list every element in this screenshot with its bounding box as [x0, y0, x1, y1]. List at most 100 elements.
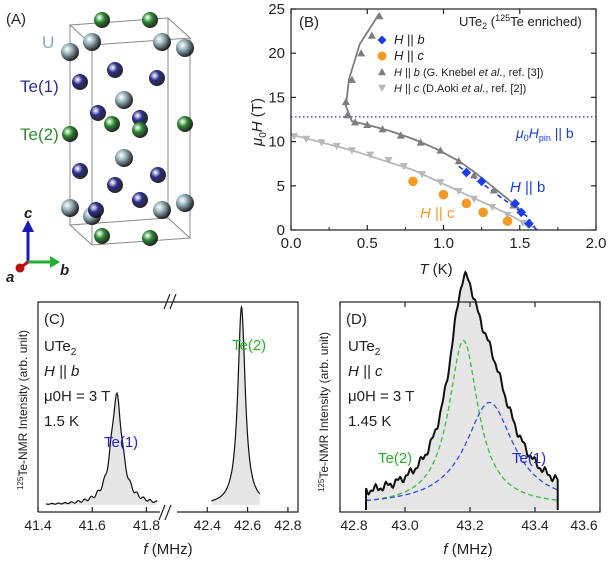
c-x-axis-label: f (MHz) — [143, 541, 192, 558]
atom-te1-11 — [107, 62, 123, 78]
b-point-s2-6 — [351, 118, 360, 126]
b-point-s1-0 — [408, 176, 418, 187]
c-spectrum-te2-fill — [211, 307, 260, 505]
panel-d: (D) UTe2 H || c μ0H = 3 T 1.45 K Te(2) T… — [317, 270, 601, 558]
d-fit-te2 — [365, 339, 558, 502]
panel-c: (C) UTe2 H || b μ0H = 3 T 1.5 K Te(1) Te… — [16, 293, 302, 558]
phase-diagram-ticks: 0.0 0.5 1.0 1.5 2.0 0 5 10 15 20 25 — [268, 1, 606, 252]
b-point-s3-7 — [399, 163, 408, 171]
atom-te2-24 — [132, 122, 148, 138]
b-legend-label-3: H || c (D.Aoki et al., ref. [2]) — [394, 83, 526, 95]
atom-u-6 — [61, 199, 79, 217]
b-point-s2-0 — [375, 12, 384, 20]
c-info-sample: UTe2 — [44, 338, 77, 358]
b-x-axis-label: T (K) — [419, 261, 452, 278]
b-ytick-label-1: 5 — [277, 178, 285, 195]
svg-text:μ0H (T): μ0H (T) — [249, 98, 269, 147]
phase-boundary-b — [344, 12, 524, 213]
b-xtick-label-1: 0.5 — [357, 235, 378, 252]
b-ytick-label-2: 10 — [268, 134, 285, 151]
b-point-s3-9 — [436, 179, 445, 187]
d-x-axis-label: f (MHz) — [443, 541, 492, 558]
axis-triad: c a b — [6, 205, 69, 286]
panel-a-label: (A) — [6, 11, 26, 28]
c-info-field-dir: H || b — [44, 363, 79, 380]
b-legend-marker-3 — [378, 84, 386, 92]
b-xtick-label-3: 1.5 — [509, 235, 530, 252]
b-legend-marker-0 — [377, 35, 387, 45]
atom-te2-21 — [142, 12, 158, 28]
axis-a-label: a — [6, 269, 14, 286]
panel-a: (A) U Te(1) Te(2) c a b — [6, 11, 194, 286]
c-spectrum-te2-line — [211, 305, 261, 502]
c-xtick-right-0: 42.4 — [194, 517, 221, 533]
b-point-s2-8 — [378, 125, 387, 133]
d-info-field-dir: H || c — [348, 363, 383, 380]
d-info-sample: UTe2 — [348, 338, 381, 358]
b-point-s2-11 — [436, 146, 445, 154]
panel-b-title: UTe2 (125Te enriched) — [459, 13, 582, 31]
d-xtick-3: 43.4 — [521, 517, 548, 533]
c-y-axis-label: 125Te-NMR Intensity (arb. unit) — [16, 330, 30, 490]
atom-te1-10 — [72, 74, 88, 90]
b-legend-marker-2 — [378, 68, 386, 76]
b-point-s0-1 — [476, 176, 487, 187]
atom-te1-19 — [132, 192, 148, 208]
c-xtick-right-2: 42.8 — [274, 517, 301, 533]
atom-te1-15 — [72, 163, 88, 179]
b-point-s3-10 — [454, 187, 463, 196]
b-ytick-label-0: 0 — [277, 222, 285, 239]
atom-u-9 — [176, 194, 194, 212]
b-point-s0-0 — [461, 167, 472, 178]
b-point-s3-11 — [470, 195, 478, 204]
axis-c-label: c — [24, 205, 33, 222]
atom-u-0 — [61, 43, 79, 61]
d-info-temp: 1.45 K — [348, 413, 391, 430]
b-point-s1-1 — [438, 189, 449, 200]
atom-te2-22 — [62, 126, 78, 142]
d-peak-te2-label: Te(2) — [378, 450, 412, 467]
legend-u-label: U — [42, 33, 54, 52]
c-peak-te2-label: Te(2) — [232, 337, 266, 354]
atom-u-2 — [153, 33, 171, 51]
panel-d-label: (D) — [346, 311, 367, 328]
d-spectrum-line — [365, 270, 559, 510]
svg-text:125Te-NMR Intensity (arb. unit: 125Te-NMR Intensity (arb. unit) — [317, 332, 331, 492]
b-point-s2-10 — [416, 138, 425, 146]
b-point-s3-12 — [488, 203, 497, 212]
b-point-s2-14 — [489, 186, 498, 194]
b-point-s2-4 — [341, 97, 350, 106]
b-point-s3-1 — [302, 135, 311, 143]
atom-u-3 — [176, 39, 194, 57]
b-xtick-label-2: 1.0 — [433, 235, 454, 252]
atom-te2-25 — [177, 116, 193, 132]
hc-annotation: H || c — [420, 205, 455, 222]
b-point-s3-8 — [418, 171, 427, 179]
axis-break — [158, 293, 177, 521]
atom-te1-16 — [107, 177, 123, 193]
b-point-s2-12 — [454, 157, 463, 165]
c-peak-te1-label: Te(1) — [104, 434, 138, 451]
b-point-s2-2 — [357, 49, 366, 57]
b-point-s2-13 — [470, 171, 478, 179]
panel-b-label: (B) — [299, 14, 319, 31]
panel-b: (B) UTe2 (125Te enriched) H || bH || cH … — [249, 1, 606, 278]
b-point-s0-4 — [524, 219, 534, 229]
atom-te2-27 — [142, 230, 158, 246]
atom-te1-12 — [149, 70, 165, 86]
nmr-c-ticks: 41.4 41.6 41.8 42.4 42.6 42.8 — [24, 507, 302, 533]
b-point-s3-0 — [290, 133, 299, 141]
atom-te2-26 — [94, 228, 110, 244]
d-y-axis-label: 125Te-NMR Intensity (arb. unit) — [317, 332, 331, 492]
d-xtick-2: 43.2 — [456, 517, 483, 533]
phase-boundary-c — [290, 133, 539, 231]
legend-te2-label: Te(2) — [20, 125, 59, 144]
c-spectrum-te1-line — [45, 391, 158, 505]
legend-te1-label: Te(1) — [20, 77, 59, 96]
d-spectrum-fill — [366, 272, 558, 510]
c-xtick-left-2: 41.8 — [133, 517, 160, 533]
nmr-spectrum-d — [365, 270, 559, 510]
atom-u-8 — [153, 201, 171, 219]
nmr-c-frame-right — [37, 301, 299, 513]
